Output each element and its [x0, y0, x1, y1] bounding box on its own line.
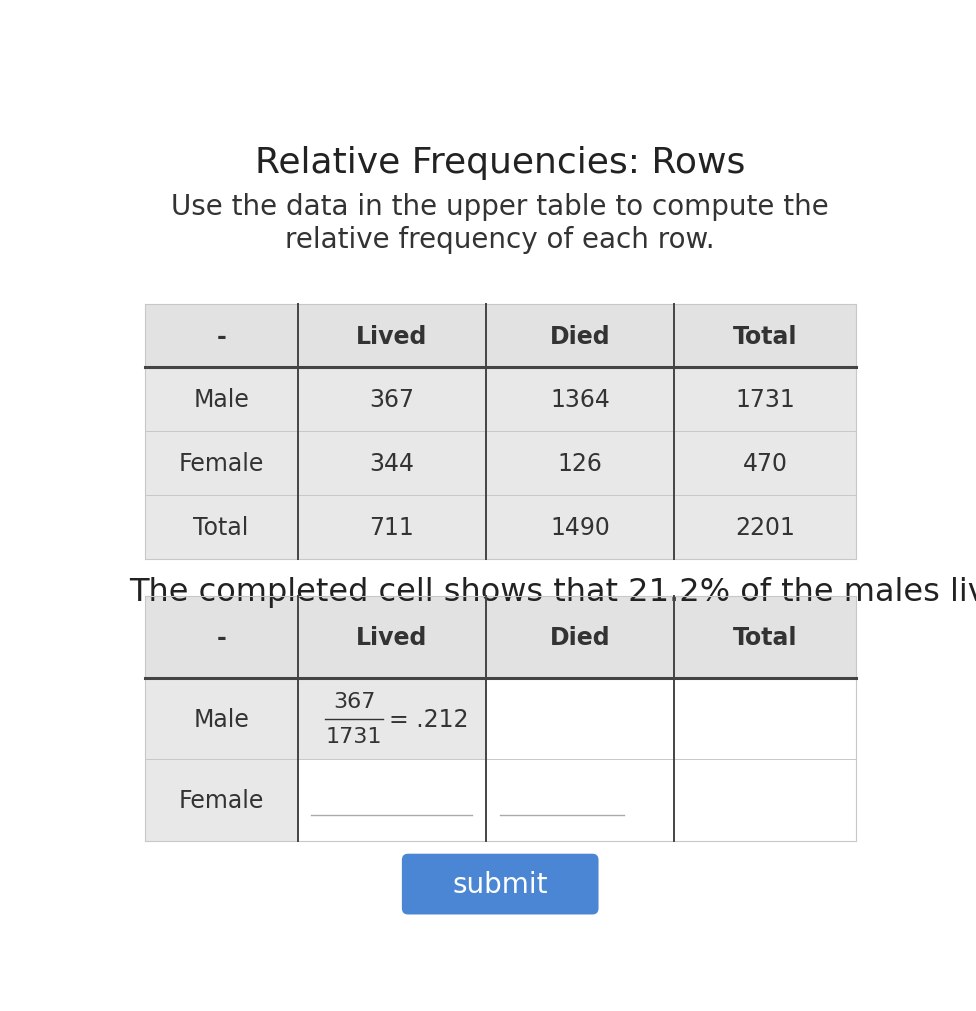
Bar — [486, 432, 674, 495]
Text: Died: Died — [549, 325, 611, 348]
Bar — [486, 495, 674, 560]
Text: Relative Frequencies: Rows: Relative Frequencies: Rows — [255, 147, 746, 180]
Text: -: - — [217, 625, 226, 649]
Text: Male: Male — [193, 388, 249, 412]
Bar — [486, 678, 674, 759]
Bar — [298, 304, 486, 368]
Bar — [298, 368, 486, 432]
Text: 126: 126 — [557, 452, 602, 476]
Bar — [144, 304, 298, 368]
Text: 1490: 1490 — [550, 516, 610, 540]
Text: 367: 367 — [333, 691, 376, 711]
Text: Total: Total — [733, 325, 797, 348]
Bar — [674, 678, 856, 759]
Bar — [298, 495, 486, 560]
Bar — [144, 368, 298, 432]
Text: Lived: Lived — [356, 625, 427, 649]
Text: Female: Female — [179, 452, 264, 476]
FancyBboxPatch shape — [402, 854, 598, 915]
Bar — [486, 596, 674, 678]
Text: 1731: 1731 — [735, 388, 794, 412]
Text: 344: 344 — [369, 452, 414, 476]
Text: 2201: 2201 — [735, 516, 795, 540]
Bar — [298, 596, 486, 678]
Text: 470: 470 — [743, 452, 788, 476]
Text: submit: submit — [453, 870, 548, 898]
Bar — [674, 432, 856, 495]
Bar — [144, 432, 298, 495]
Text: Total: Total — [193, 516, 249, 540]
Text: Female: Female — [179, 789, 264, 813]
Text: -: - — [217, 325, 226, 348]
Bar — [144, 759, 298, 841]
Text: Use the data in the upper table to compute the
relative frequency of each row.: Use the data in the upper table to compu… — [172, 193, 829, 254]
Bar — [298, 678, 486, 759]
Bar — [486, 368, 674, 432]
Text: 367: 367 — [369, 388, 414, 412]
Bar — [674, 495, 856, 560]
Bar — [674, 368, 856, 432]
Bar — [674, 759, 856, 841]
Bar — [144, 596, 298, 678]
Text: Lived: Lived — [356, 325, 427, 348]
Bar — [486, 304, 674, 368]
Text: Male: Male — [193, 707, 249, 731]
Bar — [298, 432, 486, 495]
Bar — [298, 759, 486, 841]
Bar — [486, 759, 674, 841]
Bar — [674, 596, 856, 678]
Text: 1364: 1364 — [550, 388, 610, 412]
Text: 711: 711 — [369, 516, 414, 540]
Text: 1731: 1731 — [326, 727, 383, 746]
Text: Died: Died — [549, 625, 611, 649]
Bar — [144, 495, 298, 560]
Text: Total: Total — [733, 625, 797, 649]
Text: = .212: = .212 — [389, 707, 468, 731]
Bar — [144, 678, 298, 759]
Text: The completed cell shows that 21.2% of the males lived.: The completed cell shows that 21.2% of t… — [130, 576, 976, 608]
Bar — [674, 304, 856, 368]
